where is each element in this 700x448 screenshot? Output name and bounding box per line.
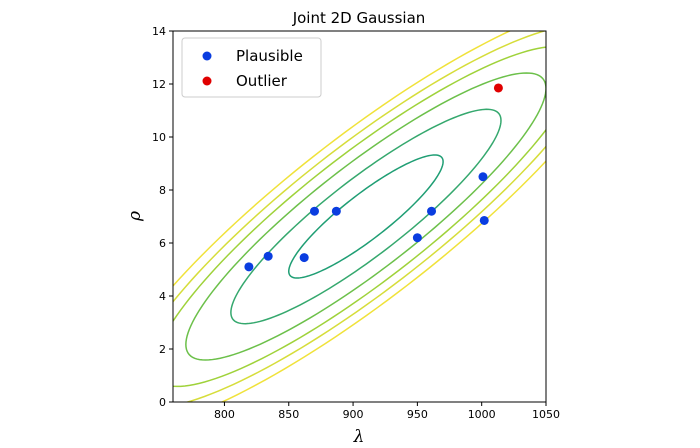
legend-marker-outlier bbox=[202, 76, 212, 86]
legend-label-outlier: Outlier bbox=[236, 72, 288, 90]
contour-line-3 bbox=[185, 72, 546, 361]
plausible-point bbox=[412, 233, 422, 243]
legend-label-plausible: Plausible bbox=[236, 47, 303, 65]
y-tick-label: 2 bbox=[159, 343, 166, 356]
x-tick-label: 800 bbox=[214, 408, 235, 421]
y-tick-label: 10 bbox=[152, 131, 166, 144]
y-tick-label: 12 bbox=[152, 78, 166, 91]
plot-frame bbox=[172, 30, 547, 403]
legend-frame bbox=[181, 37, 322, 98]
x-tick-label: 1000 bbox=[468, 408, 496, 421]
y-tick-label: 6 bbox=[159, 237, 166, 250]
plausible-point bbox=[479, 215, 489, 225]
plausible-point bbox=[309, 206, 319, 216]
scatter-points bbox=[244, 83, 503, 272]
plausible-point bbox=[331, 206, 341, 216]
y-axis-label: ρ bbox=[125, 211, 145, 222]
plausible-point bbox=[478, 172, 488, 182]
contour-line-4 bbox=[173, 46, 546, 388]
legend: Plausible Outlier bbox=[181, 37, 322, 98]
outlier-point bbox=[493, 83, 503, 93]
contour-line-2 bbox=[230, 108, 502, 325]
x-tick-label: 850 bbox=[278, 408, 299, 421]
x-tick-label: 900 bbox=[343, 408, 364, 421]
y-tick-label: 14 bbox=[152, 25, 166, 38]
y-tick-label: 0 bbox=[159, 396, 166, 409]
y-tick-label: 4 bbox=[159, 290, 166, 303]
y-axis-ticks: 0 2 4 6 8 10 12 14 bbox=[152, 25, 173, 409]
plausible-point bbox=[263, 251, 273, 261]
plausible-point bbox=[299, 253, 309, 263]
contour-line-5 bbox=[173, 31, 546, 402]
contour-line-6 bbox=[173, 31, 546, 402]
plausible-point bbox=[244, 262, 254, 272]
y-tick-label: 8 bbox=[159, 184, 166, 197]
x-tick-label: 950 bbox=[407, 408, 428, 421]
contour-line-1 bbox=[288, 154, 444, 279]
x-axis-label: λ bbox=[353, 427, 365, 447]
contour-lines bbox=[173, 31, 546, 402]
x-axis-ticks: 800 850 900 950 1000 1050 bbox=[214, 402, 560, 421]
plausible-point bbox=[427, 206, 437, 216]
legend-marker-plausible bbox=[202, 51, 212, 61]
chart-title: Joint 2D Gaussian bbox=[292, 9, 426, 27]
x-tick-label: 1050 bbox=[532, 408, 560, 421]
